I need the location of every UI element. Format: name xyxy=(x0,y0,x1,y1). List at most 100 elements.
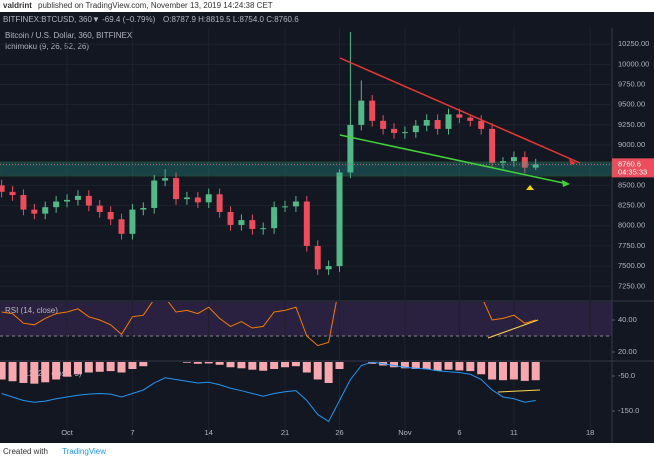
change: ▼ -69.4 (−0.79%) xyxy=(92,15,156,24)
footer-prefix: Created with xyxy=(3,447,48,456)
candle-body xyxy=(478,120,485,129)
last-price-tag xyxy=(612,158,654,178)
candle-body xyxy=(238,220,245,225)
macd-bar xyxy=(324,362,333,383)
candle-body xyxy=(20,195,27,210)
y-tick-label: 9750.00 xyxy=(618,79,645,88)
macd-bar xyxy=(193,362,202,364)
candle-body xyxy=(467,117,474,121)
macd-bar xyxy=(73,362,82,375)
macd-bar xyxy=(390,362,399,368)
candle-body xyxy=(325,266,332,270)
macd-bar xyxy=(509,362,518,380)
candle-body xyxy=(85,195,92,206)
macd-bar xyxy=(368,362,377,364)
ichimoku-label: Ichimoku (9, 26, 52, 26) xyxy=(5,42,89,51)
candle-body xyxy=(303,201,310,246)
candle-body xyxy=(510,157,517,162)
y-tick-label: 20.00 xyxy=(618,347,637,356)
macd-bar xyxy=(281,362,290,368)
candle-body xyxy=(271,207,278,229)
candle-body xyxy=(358,100,365,125)
macd-bar xyxy=(215,362,224,365)
candle-body xyxy=(42,207,49,214)
candle-body xyxy=(412,125,419,133)
y-tick-label: 10000.00 xyxy=(618,59,649,68)
footer-brand: TradingView xyxy=(62,447,106,456)
macd-bar xyxy=(95,362,104,372)
marks: Oct 7 14 21 26 Nov 6 11 18 7250.00 7500.00 7750.00 8… xyxy=(0,28,654,440)
macd-bar xyxy=(204,362,213,364)
countdown: 04:35:33 xyxy=(618,167,647,176)
published: published on TradingView.com, November 1… xyxy=(38,1,273,10)
candle-body xyxy=(456,114,463,118)
x-tick-label: 6 xyxy=(457,428,461,437)
candle-body xyxy=(53,201,60,208)
candle-body xyxy=(249,220,256,229)
arrow-head xyxy=(569,159,576,165)
x-tick-label: 11 xyxy=(510,428,518,437)
macd-bar xyxy=(422,362,431,369)
candle-body xyxy=(31,209,38,214)
macd-bar xyxy=(52,362,61,380)
header-bar xyxy=(0,0,654,12)
candle-body xyxy=(216,194,223,213)
macd-bar xyxy=(411,362,420,369)
macd-bar xyxy=(30,362,39,384)
candle-body xyxy=(74,195,81,200)
candle-body xyxy=(434,120,441,129)
macd-bar xyxy=(302,362,311,373)
y-tick-label: 40.00 xyxy=(618,315,637,324)
support-zone xyxy=(0,161,613,177)
macd-bar xyxy=(84,362,93,373)
macd-bar xyxy=(466,362,475,372)
candle-body xyxy=(489,128,496,163)
candle-body xyxy=(445,114,452,129)
macd-bar xyxy=(41,362,50,383)
symbol: BITFINEX:BTCUSD, 360 xyxy=(3,15,92,24)
macd-title: (12, 26, close, 5) xyxy=(22,369,82,378)
macd-bar xyxy=(291,362,300,367)
candle-body xyxy=(292,201,299,207)
candle-body xyxy=(107,212,114,220)
y-tick-label: -150.0 xyxy=(618,406,639,415)
macd-bar xyxy=(531,362,540,381)
macd-bar xyxy=(226,362,235,368)
candle-body xyxy=(96,205,103,213)
candle-body xyxy=(521,157,528,168)
macd-bar xyxy=(400,362,409,369)
candle-body xyxy=(532,164,539,168)
resistance-line xyxy=(339,57,581,164)
macd-bar xyxy=(335,362,344,369)
macd-bar xyxy=(248,362,257,370)
candle-body xyxy=(500,161,507,163)
y-tick-label: 7500.00 xyxy=(618,261,645,270)
last-price-label: 8760.6 xyxy=(618,159,641,168)
candle-body xyxy=(260,228,267,230)
candle-body xyxy=(227,212,234,225)
rsi-line xyxy=(1,302,536,347)
y-tick-label: 7250.00 xyxy=(618,281,645,290)
candle-body xyxy=(9,191,16,196)
candle-body xyxy=(282,206,289,208)
support-line xyxy=(339,134,569,185)
x-tick-label: Nov xyxy=(398,428,412,437)
candles xyxy=(0,32,539,275)
y-tick-label: 8000.00 xyxy=(618,221,645,230)
candle-body xyxy=(391,128,398,133)
y-tick-label: -50.0 xyxy=(618,371,635,380)
y-tick-label: 8250.00 xyxy=(618,201,645,210)
rsi-trendline xyxy=(487,319,539,339)
macd-bar xyxy=(433,362,442,371)
macd-bar xyxy=(455,362,464,371)
macd-bar xyxy=(63,362,72,377)
candle-body xyxy=(205,194,212,203)
macd-bar xyxy=(8,362,17,382)
candle-body xyxy=(129,209,136,234)
macd-bar xyxy=(313,362,322,380)
candle-body xyxy=(0,185,5,192)
x-tick-label: 14 xyxy=(205,428,213,437)
candle-body xyxy=(140,207,147,210)
